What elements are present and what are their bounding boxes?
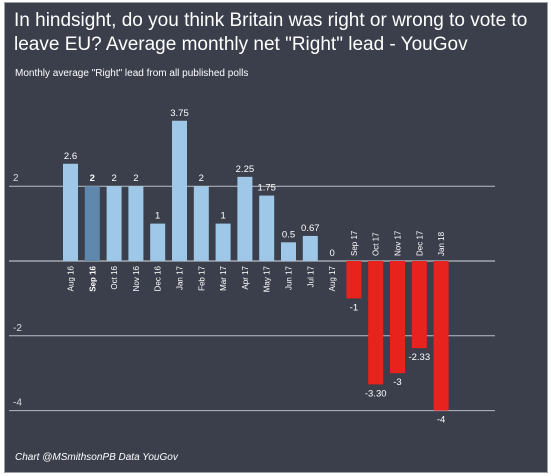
data-label: 2.6 [64,151,77,162]
data-label: -3.30 [365,388,387,399]
bar-may-17 [259,195,275,261]
data-label: -1 [350,302,358,313]
bar-jun-17 [281,242,296,261]
x-tick-label: Dec 16 [154,265,163,291]
data-label: 2 [199,173,204,184]
bar-chart: 2 -2 -4 2.6 Aug 16 2 Sep 16 2 Oct 16 2 Nov 16 1 Dec … [9,108,495,426]
data-label: 0.67 [301,223,320,234]
bar-oct-16 [106,186,122,261]
y-tick-label: -2 [13,323,22,334]
x-tick-label: Dec 17 [415,230,424,256]
x-tick-label: Aug 16 [67,265,76,291]
data-label: 2 [133,173,138,184]
data-label: 3.75 [170,108,189,119]
bar-feb-17 [193,186,209,261]
bar-sep-17 [346,261,362,299]
chart-subtitle: Monthly average "Right" lead from all pu… [15,68,249,79]
chart-credit: Chart @MSmithsonPB Data YouGov [15,452,178,463]
x-tick-label: Jan 18 [437,231,446,256]
bar-dec-17 [411,261,427,349]
x-tick-label: Apr 17 [241,265,250,289]
x-tick-label: Nov 16 [132,265,141,291]
bar-jan-17 [172,120,187,261]
bar-jul-17 [302,235,318,261]
x-tick-label: Oct 17 [372,232,381,256]
data-label: 2.25 [236,164,255,175]
data-label: 0 [329,248,334,259]
x-tick-label: Jul 17 [306,265,315,287]
x-tick-label: Sep 17 [350,230,359,256]
data-label: 1.75 [257,183,276,194]
x-tick-label: Mar 17 [219,265,228,290]
chart-title: In hindsight, do you think Britain was r… [14,10,528,55]
bar-oct-17 [368,261,384,385]
x-tick-label: Nov 17 [394,230,403,256]
chart-panel: In hindsight, do you think Britain was r… [4,2,548,473]
x-tick-label: Jun 17 [285,265,294,290]
y-tick-label: -4 [13,398,22,409]
data-label: 0.5 [282,229,295,240]
data-label: 1 [220,211,225,222]
bar-sep-16 [84,186,100,261]
bar-nov-17 [390,261,405,374]
y-tick-label: 2 [13,173,19,184]
data-label: 2 [111,173,116,184]
bar-nov-16 [128,186,144,261]
data-label: 2 [90,173,95,184]
data-label: 1 [155,211,160,222]
bar-mar-17 [215,223,231,261]
data-label: -2.33 [408,352,430,363]
bar-aug-16 [63,163,78,261]
data-label: -3 [393,377,401,388]
data-label: -4 [437,415,445,426]
x-tick-label: Sep 16 [88,265,97,291]
bar-jan-18 [433,261,449,411]
bar-apr-17 [237,176,253,261]
x-tick-label: Feb 17 [197,265,206,290]
x-tick-label: Aug 17 [328,265,337,291]
x-tick-label: Oct 16 [110,265,119,289]
x-tick-label: May 17 [263,265,272,292]
x-tick-label: Jan 17 [176,265,185,290]
bar-dec-16 [150,223,166,261]
